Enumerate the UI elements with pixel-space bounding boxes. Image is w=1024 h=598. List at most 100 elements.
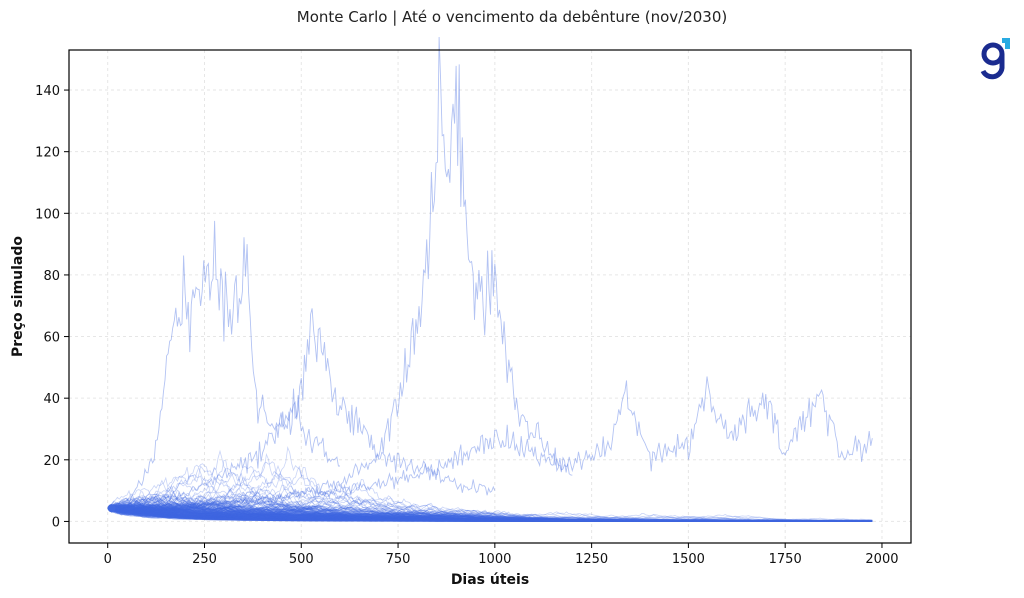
simulated-path [107,507,873,522]
simulated-path [107,502,873,522]
y-tick-label: 80 [43,269,60,284]
simulated-path [107,503,873,522]
simulated-path [107,505,873,522]
simulated-path [107,505,873,522]
simulated-path [107,507,873,522]
simulated-path [107,507,873,522]
simulated-path [107,502,873,522]
simulated-path [107,506,873,522]
simulated-path [107,500,873,522]
simulated-path [107,507,873,522]
simulated-path [107,506,873,522]
simulated-path [107,507,873,522]
simulated-path [107,507,873,522]
simulated-path [107,505,873,522]
simulated-path [107,506,873,522]
simulated-path [107,490,873,522]
simulated-path [107,505,873,522]
simulated-path [107,506,873,522]
simulated-path [107,507,873,522]
simulated-path [107,502,873,522]
simulated-path [107,507,873,522]
simulated-path [107,507,873,522]
simulated-path [107,507,873,522]
simulated-path [107,506,873,522]
simulated-path-peak [107,220,340,510]
simulated-path [107,506,873,522]
simulated-path [107,506,873,522]
simulated-path [107,504,873,522]
simulated-paths [107,36,873,522]
simulated-path [107,498,873,522]
simulated-path [107,506,873,522]
simulated-path [107,503,873,522]
simulated-path [107,505,873,522]
simulated-path [107,507,873,522]
simulated-path [107,506,873,522]
simulated-path [107,506,873,522]
simulated-path [107,503,873,522]
simulated-path [107,506,873,522]
simulated-path [107,507,873,522]
simulated-path [107,505,873,522]
simulated-path [107,507,873,522]
simulated-path [107,500,873,522]
simulated-path [107,495,873,522]
x-tick-label: 1750 [769,552,802,567]
simulated-path [107,507,873,522]
simulated-path [107,507,873,522]
simulated-path [107,506,873,522]
simulated-path [107,505,873,522]
simulated-path [107,500,873,522]
simulated-path [107,490,873,522]
simulated-path [107,506,873,522]
simulated-path [107,507,873,522]
simulated-path [107,503,873,522]
simulated-path [107,507,873,522]
simulated-path [107,507,873,522]
simulated-path [107,504,873,522]
simulated-path [107,505,873,522]
simulated-path [107,505,873,522]
simulated-path [107,507,873,522]
simulated-path [107,505,873,522]
simulated-path [107,507,873,522]
simulated-path [107,489,873,522]
plot-frame [68,49,912,544]
simulated-path-peak [107,376,873,512]
simulated-path [107,504,873,522]
simulated-path [107,466,873,522]
simulated-path [107,499,873,522]
simulated-path [107,503,873,522]
simulated-path [107,505,873,522]
y-tick-label: 140 [35,84,60,99]
y-tick-label: 100 [35,207,60,222]
simulated-path [107,507,873,522]
simulated-path [107,506,873,522]
simulated-path [107,507,873,522]
simulated-path [107,507,873,522]
simulated-path [107,507,873,522]
simulated-path [107,498,873,522]
simulated-path [107,507,873,522]
simulated-path [107,506,873,522]
simulated-path [107,504,873,522]
simulated-path [107,507,873,522]
simulated-path [107,505,873,522]
simulated-path [107,507,873,522]
simulated-path [107,501,873,522]
simulated-path [107,507,873,522]
simulated-path [107,507,873,522]
simulated-path [107,506,873,522]
simulated-path [107,502,873,522]
simulated-path [107,497,873,522]
simulated-path [107,490,873,522]
simulated-path [107,507,873,522]
y-tick-label: 120 [35,146,60,161]
brand-logo-icon [980,38,1010,80]
simulated-path [107,507,873,522]
simulated-path [107,493,873,522]
simulated-path [107,507,873,522]
simulated-path [107,495,873,521]
simulated-path [107,504,873,522]
